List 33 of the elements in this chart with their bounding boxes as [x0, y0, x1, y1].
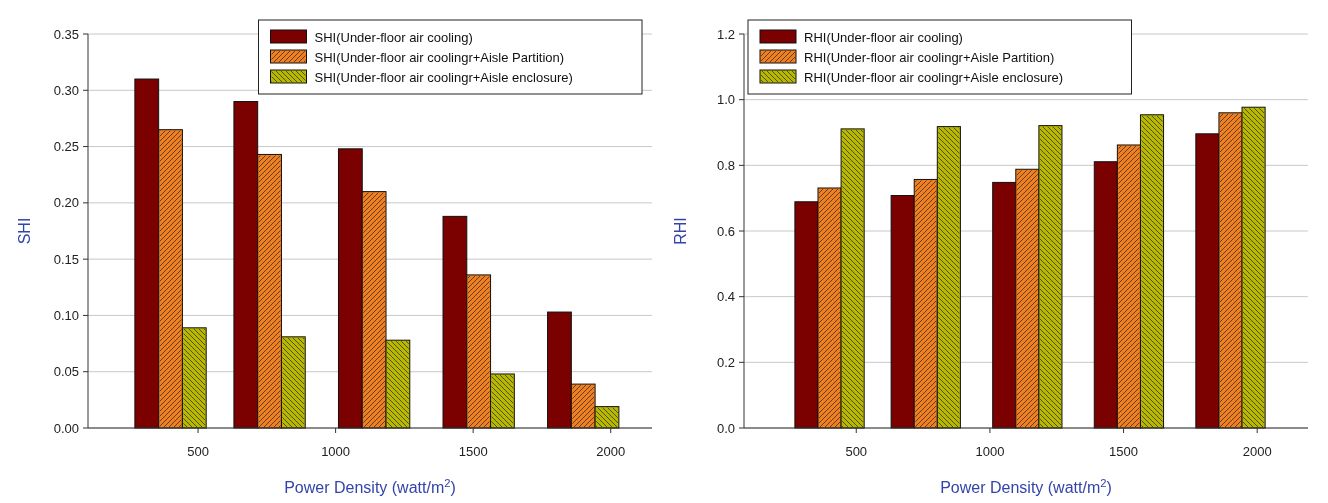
x-tick-label: 500	[187, 444, 209, 459]
legend-label: RHI(Under-floor air coolingr+Aisle Partition)	[804, 49, 1055, 65]
x-axis-title: Power Density (watt/m$^{2}$)	[284, 477, 456, 496]
x-tick-label: 1000	[321, 444, 351, 459]
x-tick-label: 2000	[596, 444, 626, 459]
y-tick-label: 0.15	[53, 251, 79, 267]
legend-label: SHI(Under-floor air coolingr+Aisle enclosure)	[314, 69, 573, 85]
y-tick-label: 1.0	[716, 92, 735, 108]
x-axis-title: Power Density (watt/m$^{2}$)	[940, 477, 1112, 496]
y-tick-label: 0.00	[53, 420, 79, 436]
y-axis-title: SHI	[16, 217, 33, 245]
y-tick-label: 0.6	[716, 223, 735, 239]
legend-label: RHI(Under-floor air coolingr+Aisle enclosure)	[804, 69, 1064, 85]
y-tick-label: 0.8	[716, 157, 735, 173]
x-tick-label: 500	[845, 444, 868, 459]
y-tick-label: 0.2	[716, 354, 735, 370]
y-tick-label: 1.2	[716, 26, 735, 42]
y-tick-label: 0.30	[53, 82, 79, 98]
y-tick-label: 0.20	[53, 195, 79, 211]
y-tick-label: 0.4	[716, 289, 735, 305]
y-tick-label: 0.0	[716, 420, 735, 436]
x-tick-label: 1000	[975, 444, 1005, 459]
y-tick-label: 0.05	[53, 364, 79, 380]
legend-label: SHI(Under-floor air cooling)	[314, 29, 473, 45]
y-tick-label: 0.35	[53, 26, 79, 42]
y-tick-label: 0.25	[53, 139, 79, 155]
legend-label: SHI(Under-floor air coolingr+Aisle Partition)	[314, 49, 565, 65]
legend-label: RHI(Under-floor air cooling)	[804, 29, 963, 45]
x-tick-label: 2000	[1242, 444, 1272, 459]
y-axis-title: RHI	[672, 217, 689, 245]
x-tick-label: 1500	[1109, 444, 1139, 459]
x-tick-label: 1500	[458, 444, 488, 459]
y-tick-label: 0.10	[53, 307, 79, 323]
